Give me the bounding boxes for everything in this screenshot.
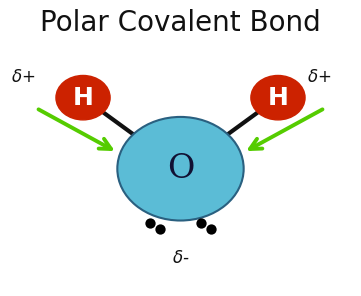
Text: O: O bbox=[167, 153, 194, 185]
Text: Polar Covalent Bond: Polar Covalent Bond bbox=[40, 9, 321, 37]
Circle shape bbox=[251, 75, 305, 120]
Point bbox=[157, 226, 163, 231]
Text: $\delta$-: $\delta$- bbox=[172, 249, 189, 266]
Point bbox=[198, 221, 204, 226]
Text: H: H bbox=[268, 86, 288, 110]
Point bbox=[208, 226, 214, 231]
Circle shape bbox=[117, 117, 244, 221]
Text: H: H bbox=[73, 86, 93, 110]
Circle shape bbox=[56, 75, 110, 120]
Point bbox=[147, 221, 153, 226]
Text: $\delta$+: $\delta$+ bbox=[307, 68, 332, 86]
Text: $\delta$+: $\delta$+ bbox=[11, 68, 36, 86]
